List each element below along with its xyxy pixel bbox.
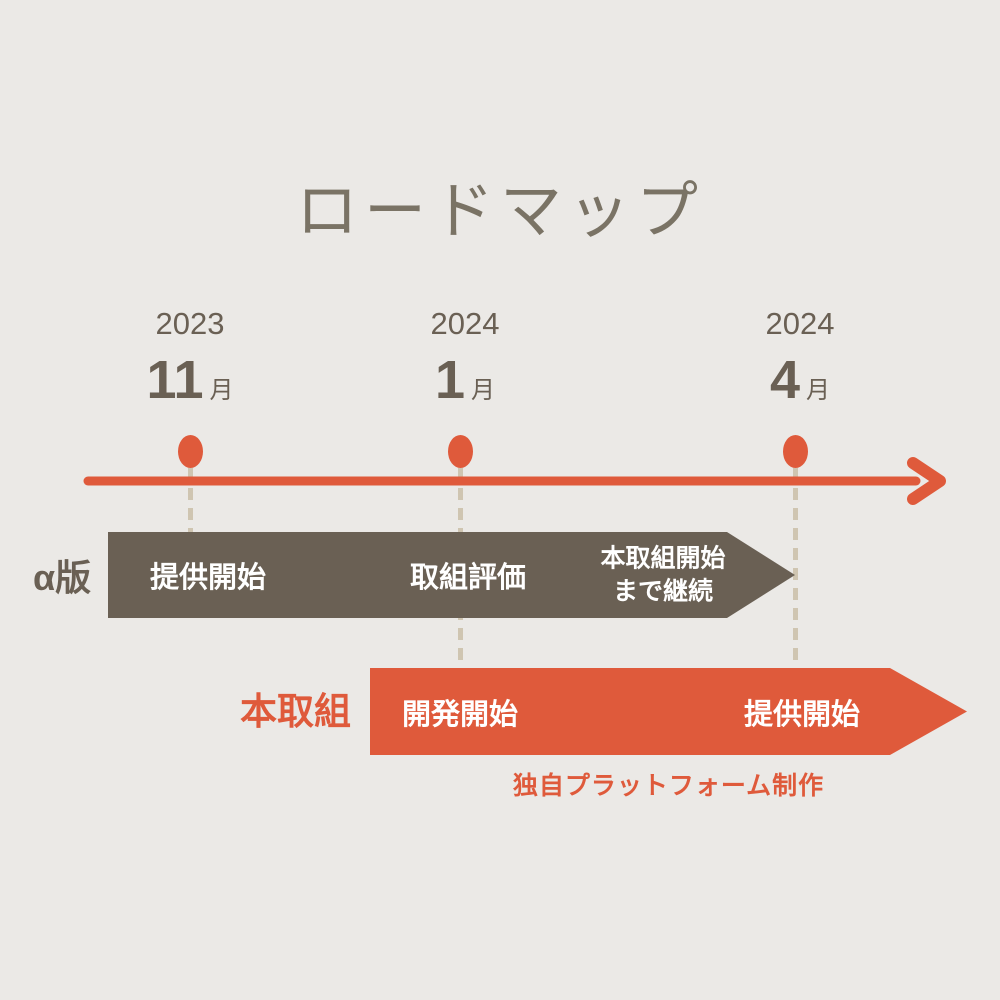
phase-alpha-evaluation: 取組評価	[409, 562, 527, 594]
page-title: ロードマップ	[295, 174, 704, 247]
phase-main-release-start: 提供開始	[743, 698, 861, 731]
track-bar-alpha: 提供開始 取組評価 本取組開始 まで継続	[108, 532, 795, 618]
milestone-year: 2023	[155, 306, 225, 341]
phase-alpha-continue-line2: まで継続	[612, 577, 713, 605]
milestone-month: 11 月	[146, 350, 234, 410]
milestone-dash-line	[188, 468, 193, 532]
milestone-date-2023-11: 2023 11 月	[90, 308, 290, 407]
phase-alpha-continue-line1: 本取組開始	[600, 544, 726, 573]
phase-alpha-continue: 本取組開始 まで継続	[553, 543, 773, 608]
track-bar-main: 開発開始 提供開始	[370, 668, 967, 755]
timeline-arrow	[83, 457, 946, 505]
milestone-year: 2024	[765, 306, 835, 341]
timeline-dot	[448, 435, 473, 468]
timeline-dot	[783, 435, 808, 468]
track-label-alpha: α版	[33, 557, 92, 598]
track-label-main: 本取組	[240, 691, 351, 732]
phase-main-dev-start: 開発開始	[402, 698, 519, 731]
milestone-dash-line	[793, 468, 798, 668]
phase-alpha-release-start: 提供開始	[150, 562, 267, 594]
milestone-year: 2024	[430, 306, 500, 341]
platform-caption: 独自プラットフォーム制作	[512, 772, 825, 800]
timeline-dot	[178, 435, 203, 468]
